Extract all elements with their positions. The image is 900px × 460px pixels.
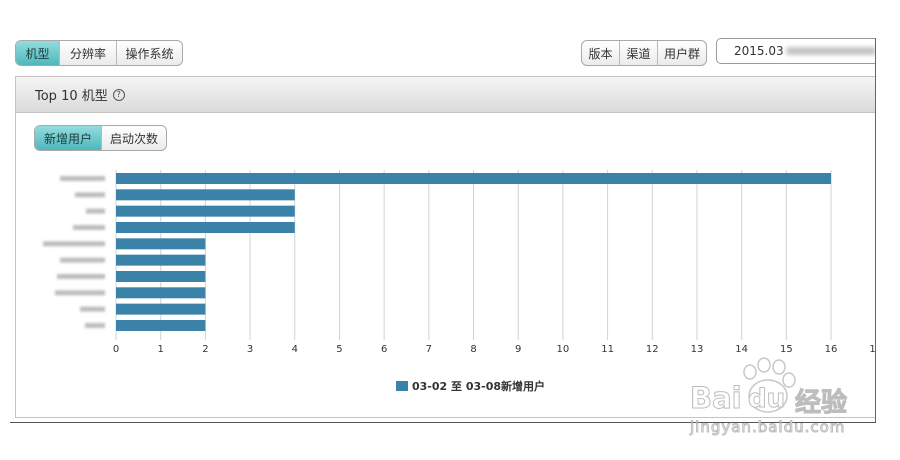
y-axis-labels bbox=[43, 176, 105, 328]
bar[interactable] bbox=[116, 238, 206, 250]
date-range-value: 2015.03 bbox=[734, 44, 784, 58]
bar[interactable] bbox=[116, 205, 295, 217]
bar[interactable] bbox=[116, 221, 295, 233]
tab-launch-count[interactable]: 启动次数 bbox=[101, 126, 166, 150]
watermark-brand-right: du bbox=[747, 384, 786, 415]
panel-title: Top 10 机型 bbox=[35, 89, 108, 104]
redacted-category-label bbox=[85, 322, 105, 328]
filter-user-group-button[interactable]: 用户群 bbox=[657, 41, 706, 65]
x-tick-label: 17 bbox=[869, 344, 876, 355]
tab-model[interactable]: 机型 bbox=[16, 41, 59, 65]
tab-os[interactable]: 操作系统 bbox=[116, 41, 182, 65]
redacted-category-label bbox=[60, 257, 105, 263]
redacted-category-label bbox=[80, 306, 105, 312]
watermark-brand-cn: 经验 bbox=[794, 388, 848, 419]
x-tick-label: 0 bbox=[113, 344, 119, 355]
bar[interactable] bbox=[116, 270, 206, 282]
x-tick-label: 8 bbox=[470, 344, 476, 355]
bar[interactable] bbox=[116, 189, 295, 201]
watermark-brand-left: Bai bbox=[690, 381, 743, 416]
legend[interactable]: 03-02 至 03-08新增用户 bbox=[396, 379, 545, 393]
bar[interactable] bbox=[116, 287, 206, 299]
bar[interactable] bbox=[116, 173, 832, 184]
legend-swatch[interactable] bbox=[396, 381, 408, 391]
x-tick-label: 7 bbox=[426, 344, 432, 355]
redacted-category-label bbox=[75, 192, 105, 198]
metric-tabs: 新增用户 启动次数 bbox=[34, 125, 167, 151]
filter-channel-button[interactable]: 渠道 bbox=[619, 41, 657, 65]
screenshot-edge-bottom bbox=[10, 422, 876, 423]
redacted-category-label bbox=[43, 241, 105, 247]
redacted-category-label bbox=[73, 224, 105, 230]
screenshot-edge-right bbox=[875, 38, 876, 423]
bar[interactable] bbox=[116, 254, 206, 266]
redacted-category-label bbox=[60, 176, 105, 181]
dimension-tabs: 机型 分辨率 操作系统 bbox=[15, 40, 183, 66]
x-tick-label: 1 bbox=[158, 344, 164, 355]
paw-icon bbox=[743, 357, 796, 413]
x-axis-ticks: 01234567891011121314151617 bbox=[113, 344, 876, 355]
redacted-category-label bbox=[57, 273, 105, 279]
app-screen: 机型 分辨率 操作系统 版本 渠道 用户群 2015.03 Top 10 机型 … bbox=[15, 38, 876, 423]
redacted-category-label bbox=[55, 290, 105, 296]
x-tick-label: 10 bbox=[557, 344, 570, 355]
x-tick-label: 13 bbox=[691, 344, 704, 355]
question-circle-icon[interactable]: ? bbox=[112, 88, 125, 101]
tab-new-users[interactable]: 新增用户 bbox=[35, 126, 101, 150]
bar[interactable] bbox=[116, 319, 206, 331]
x-tick-label: 9 bbox=[515, 344, 521, 355]
date-range-picker[interactable]: 2015.03 bbox=[716, 38, 876, 64]
legend-label[interactable]: 03-02 至 03-08新增用户 bbox=[412, 379, 545, 393]
x-tick-label: 12 bbox=[646, 344, 659, 355]
x-tick-label: 5 bbox=[336, 344, 342, 355]
x-tick-label: 14 bbox=[735, 344, 748, 355]
x-tick-label: 3 bbox=[247, 344, 253, 355]
x-tick-label: 11 bbox=[601, 344, 614, 355]
x-tick-label: 16 bbox=[825, 344, 838, 355]
filter-version-button[interactable]: 版本 bbox=[588, 46, 613, 61]
bars bbox=[116, 173, 832, 331]
x-tick-label: 4 bbox=[292, 344, 298, 355]
bar[interactable] bbox=[116, 303, 206, 315]
x-tick-label: 6 bbox=[381, 344, 387, 355]
x-tick-label: 2 bbox=[202, 344, 208, 355]
redacted-text bbox=[785, 47, 876, 55]
x-tick-label: 15 bbox=[780, 344, 793, 355]
watermark-url: jingyan.baidu.com bbox=[689, 418, 846, 437]
panel-header: Top 10 机型 ? bbox=[16, 77, 876, 113]
tab-resolution[interactable]: 分辨率 bbox=[59, 41, 116, 65]
bar-chart: 01234567891011121314151617 03-02 至 03-08… bbox=[43, 170, 876, 393]
filter-tabs: 版本 渠道 用户群 bbox=[581, 40, 707, 66]
redacted-category-label bbox=[86, 208, 105, 214]
